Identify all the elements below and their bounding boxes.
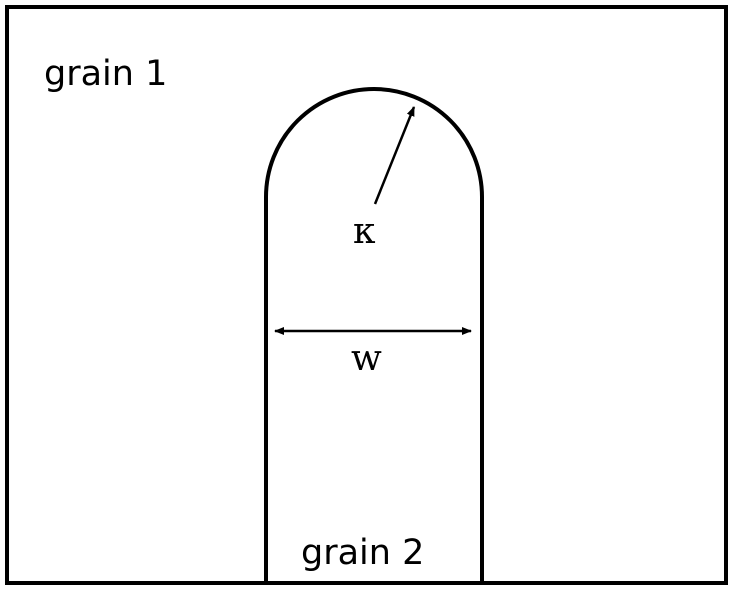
curvature-label: κ (353, 211, 376, 252)
grain-2-label: grain 2 (301, 533, 424, 573)
grain-1-label: grain 1 (44, 54, 167, 94)
width-label: w (351, 338, 382, 379)
curvature-arrow (373, 106, 416, 205)
domain-frame (5, 5, 728, 585)
grain-boundary (264, 87, 484, 583)
